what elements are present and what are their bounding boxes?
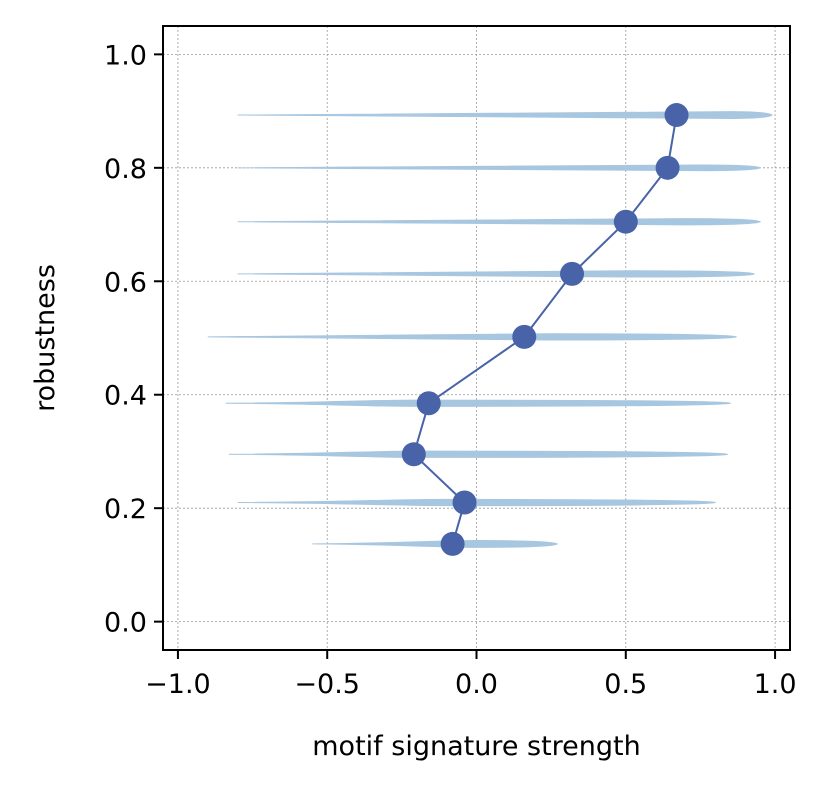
x-tick-label: −0.5 (294, 669, 360, 700)
violin (237, 164, 762, 172)
violin (237, 218, 762, 226)
y-axis-ticks: 0.0 0.2 0.4 0.6 0.8 1.0 (104, 40, 163, 639)
y-tick-label: 1.0 (104, 40, 147, 71)
x-tick-label: 0.5 (604, 669, 647, 700)
y-tick-label: 0.4 (104, 381, 147, 412)
y-axis-label: robustness (30, 264, 61, 412)
y-tick-label: 0.0 (104, 608, 147, 639)
y-tick-label: 0.8 (104, 154, 147, 185)
mean-point (440, 531, 465, 556)
mean-point (560, 261, 585, 286)
x-axis-label: motif signature strength (312, 731, 640, 762)
violin (228, 450, 729, 458)
mean-line-layer (412, 114, 678, 545)
violin (207, 333, 738, 341)
y-tick-label: 0.2 (104, 494, 147, 525)
violin (312, 540, 559, 548)
mean-point (613, 209, 638, 234)
mean-point (416, 391, 441, 416)
mean-point (655, 155, 680, 180)
mean-line (412, 114, 678, 545)
violin (237, 270, 756, 278)
mean-point (401, 442, 426, 467)
violin (225, 399, 732, 407)
mean-point-layer (401, 103, 689, 556)
mean-point (512, 324, 537, 349)
grid-layer (163, 26, 790, 650)
mean-point (664, 103, 689, 128)
y-tick-label: 0.6 (104, 267, 147, 298)
x-axis-ticks: −1.0 −0.5 0.0 0.5 1.0 (145, 650, 797, 700)
violin-layer (207, 111, 773, 548)
mean-point (452, 490, 477, 515)
x-tick-label: 1.0 (754, 669, 797, 700)
x-tick-label: −1.0 (145, 669, 211, 700)
violin (237, 111, 773, 119)
x-tick-label: 0.0 (455, 669, 498, 700)
